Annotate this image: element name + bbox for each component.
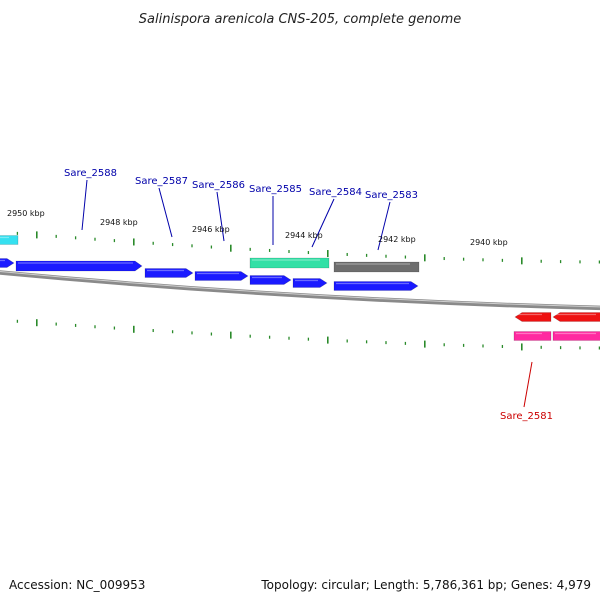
kbp-tick-labels: 2950 kbp 2948 kbp 2946 kbp 2944 kbp 2942… xyxy=(7,209,508,247)
leader-sare-2586 xyxy=(216,191,225,242)
kbp-label: 2948 kbp xyxy=(100,218,138,227)
genome-backbone-highlight xyxy=(0,270,600,308)
feature-block-gray[interactable] xyxy=(333,261,420,273)
leader-sare-2581 xyxy=(523,361,533,408)
feature-block-teal[interactable] xyxy=(249,257,330,269)
kbp-label: 2950 kbp xyxy=(7,209,45,218)
tick-row-upper xyxy=(16,231,600,265)
leader-sare-2583 xyxy=(377,201,391,251)
gene-label-sare-2588[interactable]: Sare_2588 xyxy=(64,168,117,179)
gene-label-sare-2585[interactable]: Sare_2585 xyxy=(249,184,302,195)
kbp-label: 2940 kbp xyxy=(470,238,508,247)
gene-label-sare-2587[interactable]: Sare_2587 xyxy=(135,176,188,187)
feature-block-pink[interactable] xyxy=(513,331,552,341)
feature-block-pink[interactable] xyxy=(552,331,600,341)
gene-arrow-red[interactable] xyxy=(514,312,552,322)
label-leaders xyxy=(81,179,533,408)
gene-label-sare-2584[interactable]: Sare_2584 xyxy=(309,187,362,198)
gene-label-sare-2586[interactable]: Sare_2586 xyxy=(192,180,245,191)
gene-arrow[interactable] xyxy=(0,258,15,268)
kbp-label: 2944 kbp xyxy=(285,231,323,240)
gene-labels: Sare_2588 Sare_2587 Sare_2586 Sare_2585 … xyxy=(64,168,553,422)
leader-sare-2587 xyxy=(158,187,173,238)
gene-arrow-sare-2583[interactable] xyxy=(333,281,419,291)
gene-arrow-sare-2581[interactable] xyxy=(552,312,600,322)
feature-block-cyan[interactable] xyxy=(0,235,19,245)
kbp-label: 2946 kbp xyxy=(192,225,230,234)
gene-arrow-sare-2587[interactable] xyxy=(144,268,194,278)
kbp-label: 2942 kbp xyxy=(378,235,416,244)
leader-sare-2588 xyxy=(81,179,88,231)
accession-text: Accession: NC_009953 xyxy=(9,578,146,592)
gene-label-sare-2583[interactable]: Sare_2583 xyxy=(365,190,418,201)
gene-label-sare-2581[interactable]: Sare_2581 xyxy=(500,411,553,422)
gene-arrow-sare-2588[interactable] xyxy=(15,260,143,272)
gene-arrow-sare-2584[interactable] xyxy=(292,278,328,288)
map-title: Salinispora arenicola CNS-205, complete … xyxy=(139,12,461,27)
feature-track xyxy=(0,235,600,341)
genome-summary-text: Topology: circular; Length: 5,786,361 bp… xyxy=(261,578,591,592)
leader-sare-2584 xyxy=(311,198,335,248)
tick-row-lower xyxy=(16,319,600,351)
genome-backbone xyxy=(0,270,600,311)
gene-arrow-sare-2585[interactable] xyxy=(249,275,292,285)
gene-arrow-sare-2586[interactable] xyxy=(194,271,249,281)
